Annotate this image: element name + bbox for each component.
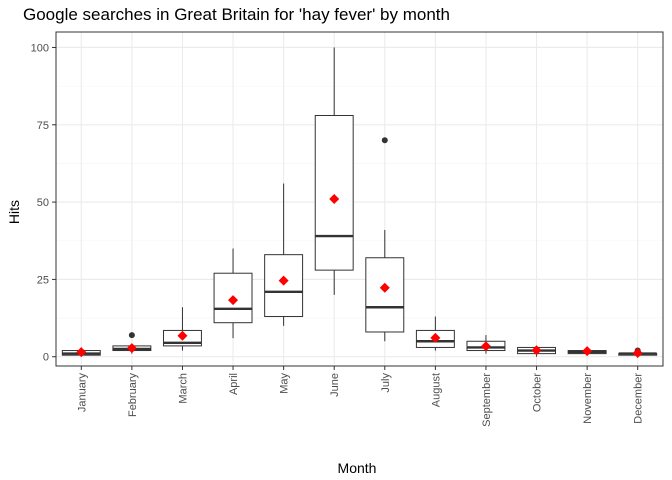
y-tick-label: 0 xyxy=(43,352,49,364)
x-tick-label: March xyxy=(177,373,189,404)
mean-marker xyxy=(480,341,491,352)
mean-marker xyxy=(379,282,390,293)
mean-marker xyxy=(126,343,137,354)
plot-grid xyxy=(56,32,663,366)
x-tick-label: January xyxy=(76,373,88,413)
x-tick-label: May xyxy=(279,373,291,394)
plot-marks xyxy=(61,47,658,359)
x-tick-label: February xyxy=(127,373,139,418)
box-december xyxy=(618,347,658,359)
box-september xyxy=(466,335,506,354)
box-april xyxy=(213,248,253,339)
chart-title: Google searches in Great Britain for 'ha… xyxy=(23,5,450,24)
mean-marker xyxy=(329,194,340,204)
mean-marker xyxy=(430,332,441,343)
box-january xyxy=(61,347,101,358)
y-tick-label: 25 xyxy=(37,274,49,286)
panel-border xyxy=(55,31,664,367)
y-axis: 0 25 50 75 100 xyxy=(31,42,56,364)
y-tick-label: 75 xyxy=(37,120,49,132)
x-tick-label: June xyxy=(329,373,341,397)
box-november xyxy=(567,346,607,357)
outlier-point xyxy=(381,137,388,144)
box-july xyxy=(365,137,405,342)
x-tick-label: August xyxy=(430,373,442,407)
box-may xyxy=(264,183,304,326)
panel-background xyxy=(56,32,663,366)
box-february xyxy=(112,332,152,354)
y-tick-label: 100 xyxy=(31,42,49,54)
box-june xyxy=(314,47,354,295)
mean-marker xyxy=(632,348,643,359)
mean-marker xyxy=(531,345,542,356)
box-august xyxy=(415,316,455,351)
x-tick-label: July xyxy=(380,373,392,393)
mean-marker xyxy=(582,346,593,357)
x-tick-label: April xyxy=(228,373,240,395)
box-october xyxy=(517,345,557,357)
box-iqr xyxy=(365,257,405,333)
x-tick-label: November xyxy=(582,373,594,424)
box-iqr xyxy=(314,115,354,271)
mean-marker xyxy=(228,295,239,306)
x-axis: January February March April May June July Augu… xyxy=(76,366,645,427)
x-tick-label: October xyxy=(532,373,544,412)
x-axis-title: Month xyxy=(338,460,377,476)
x-tick-label: December xyxy=(633,373,645,424)
y-axis-title: Hits xyxy=(6,200,22,224)
mean-marker xyxy=(177,330,188,341)
x-tick-label: September xyxy=(481,373,493,427)
mean-marker xyxy=(278,275,289,286)
outlier-point xyxy=(128,332,135,339)
mean-marker xyxy=(76,347,87,358)
y-tick-label: 50 xyxy=(37,197,49,209)
box-march xyxy=(162,307,202,351)
